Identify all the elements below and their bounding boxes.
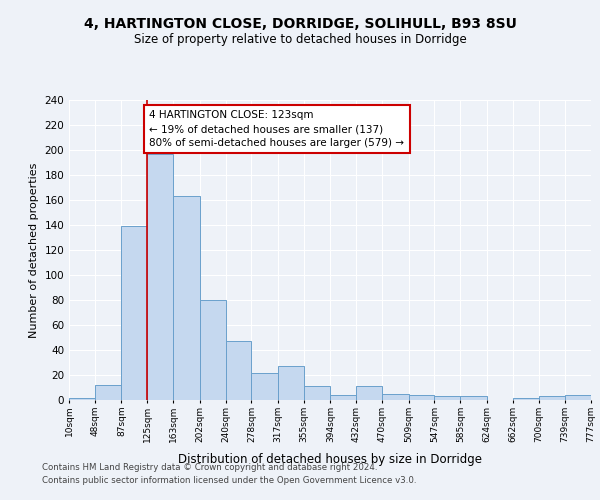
- Text: 4, HARTINGTON CLOSE, DORRIDGE, SOLIHULL, B93 8SU: 4, HARTINGTON CLOSE, DORRIDGE, SOLIHULL,…: [83, 18, 517, 32]
- Bar: [409, 395, 434, 400]
- Bar: [278, 366, 304, 400]
- Text: Contains HM Land Registry data © Crown copyright and database right 2024.: Contains HM Land Registry data © Crown c…: [42, 464, 377, 472]
- Bar: [434, 396, 460, 400]
- Y-axis label: Number of detached properties: Number of detached properties: [29, 162, 39, 338]
- Bar: [460, 396, 487, 400]
- Text: Contains public sector information licensed under the Open Government Licence v3: Contains public sector information licen…: [42, 476, 416, 485]
- Bar: [331, 395, 356, 400]
- Bar: [539, 396, 565, 400]
- Bar: [69, 398, 95, 400]
- Bar: [513, 398, 539, 400]
- Bar: [95, 385, 121, 400]
- Bar: [173, 196, 200, 400]
- Text: 4 HARTINGTON CLOSE: 123sqm
← 19% of detached houses are smaller (137)
80% of sem: 4 HARTINGTON CLOSE: 123sqm ← 19% of deta…: [149, 110, 404, 148]
- Text: Size of property relative to detached houses in Dorridge: Size of property relative to detached ho…: [134, 32, 466, 46]
- X-axis label: Distribution of detached houses by size in Dorridge: Distribution of detached houses by size …: [178, 453, 482, 466]
- Bar: [251, 372, 278, 400]
- Bar: [356, 386, 382, 400]
- Bar: [226, 341, 251, 400]
- Bar: [304, 386, 331, 400]
- Bar: [382, 394, 409, 400]
- Bar: [565, 395, 591, 400]
- Bar: [147, 154, 173, 400]
- Bar: [200, 300, 226, 400]
- Bar: [121, 226, 147, 400]
